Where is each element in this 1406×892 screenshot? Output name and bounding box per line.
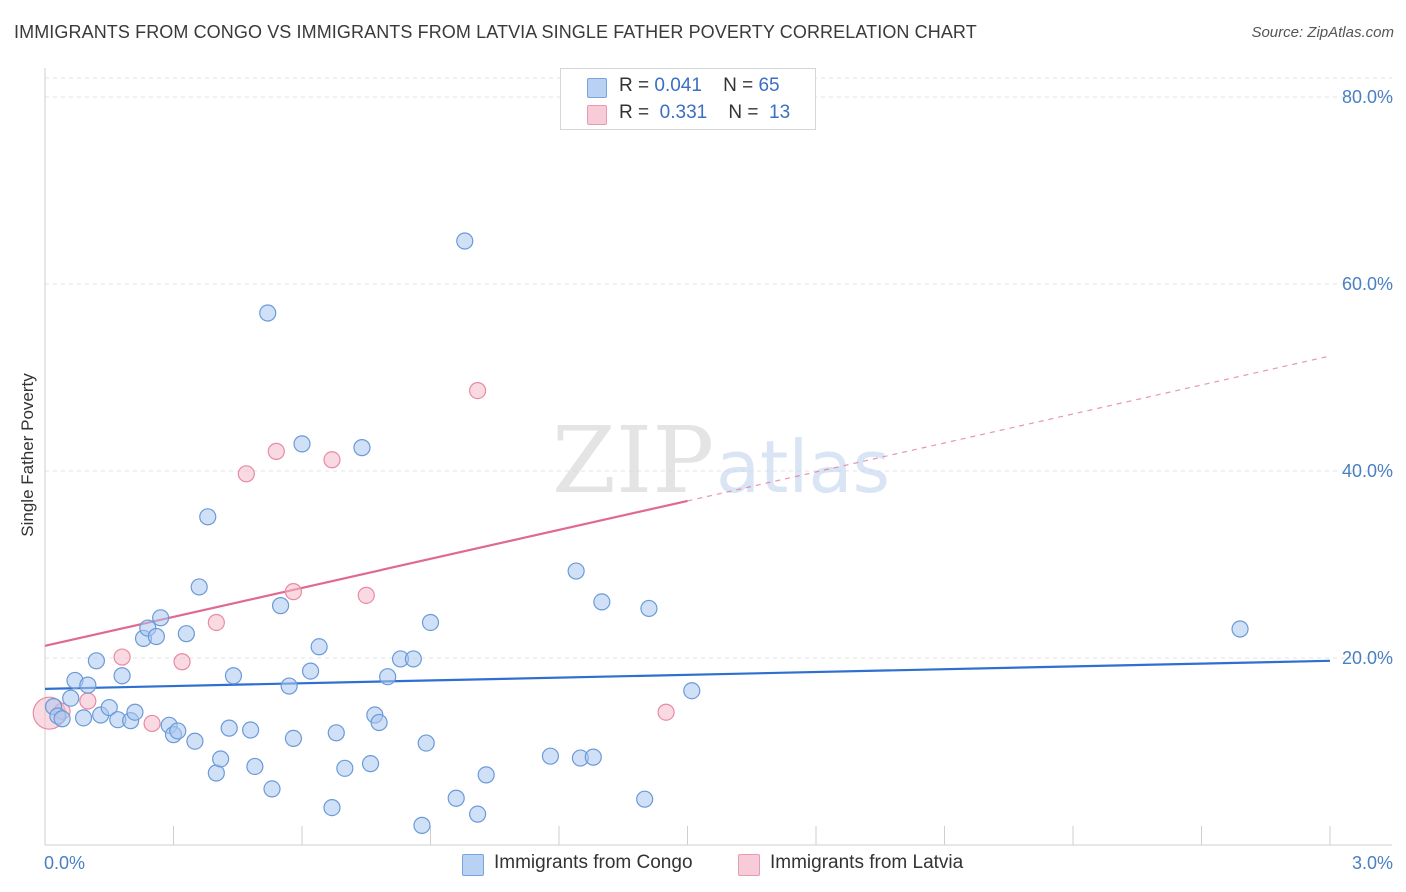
latvia-legend-label: Immigrants from Latvia — [770, 852, 964, 873]
latvia-point-12 — [469, 381, 487, 400]
congo-point-2 — [53, 710, 71, 728]
congo-point-41 — [336, 759, 354, 777]
watermark-atlas: atlas — [716, 425, 890, 509]
congo-swatch — [587, 78, 607, 98]
congo-point-33 — [271, 597, 290, 615]
congo-point-26 — [212, 750, 230, 768]
latvia-point-6 — [207, 613, 225, 632]
latvia-point-7 — [237, 465, 255, 483]
watermark-zip: ZIP — [552, 407, 714, 514]
congo-point-62 — [640, 599, 658, 618]
latvia-point-2 — [79, 692, 97, 710]
chart-title: IMMIGRANTS FROM CONGO VS IMMIGRANTS FROM… — [14, 22, 977, 42]
bottom-legend-congo: Immigrants from Congo — [462, 852, 722, 878]
congo-point-22 — [186, 732, 204, 750]
congo-point-23 — [190, 578, 208, 596]
congo-point-51 — [421, 613, 440, 632]
y-tick-label-1: 40.0% — [1342, 461, 1393, 481]
congo-point-53 — [456, 232, 474, 250]
congo-point-52 — [447, 789, 465, 807]
legend-r-value: 0.331 — [659, 102, 708, 123]
congo-point-50 — [417, 734, 435, 752]
congo-point-32 — [263, 780, 281, 798]
congo-point-34 — [280, 677, 298, 695]
congo-point-54 — [469, 805, 487, 823]
bottom-legend-latvia: Immigrants from Latvia — [738, 852, 998, 878]
data-points — [32, 232, 1249, 834]
congo-point-49 — [413, 816, 431, 834]
congo-point-5 — [74, 709, 93, 727]
legend-n-value: 65 — [758, 75, 780, 96]
latvia-point-5 — [173, 653, 191, 671]
congo-point-57 — [567, 562, 585, 580]
congo-point-3 — [62, 689, 80, 707]
congo-point-40 — [327, 724, 345, 742]
congo-point-59 — [584, 748, 602, 766]
congo-point-6 — [79, 676, 97, 694]
latvia-point-9 — [284, 583, 303, 601]
watermark: ZIP atlas — [552, 407, 890, 514]
congo-point-48 — [404, 650, 422, 668]
congo-point-27 — [220, 719, 238, 737]
x-tick-labels: 0.0% 3.0% — [44, 853, 1393, 873]
congo-point-29 — [242, 721, 260, 739]
congo-point-45 — [370, 713, 388, 732]
congo-point-60 — [593, 593, 611, 611]
y-axis-label: Single Father Poverty — [18, 373, 37, 537]
congo-point-24 — [199, 508, 217, 526]
latvia-point-10 — [323, 451, 341, 469]
congo-point-36 — [293, 435, 311, 453]
congo-point-13 — [126, 703, 144, 721]
legend-r-value: 0.041 — [654, 75, 702, 96]
congo-point-37 — [301, 662, 320, 680]
congo-point-38 — [310, 638, 328, 656]
legend-r-label: R = — [619, 102, 650, 123]
legend-n-value: 13 — [769, 102, 791, 123]
latvia-legend-swatch — [738, 854, 760, 876]
congo-point-20 — [169, 722, 187, 740]
y-tick-label-0: 20.0% — [1342, 648, 1393, 668]
congo-point-35 — [284, 729, 303, 748]
congo-point-9 — [100, 698, 118, 717]
congo-point-7 — [87, 652, 106, 670]
latvia-point-3 — [113, 648, 131, 666]
congo-point-31 — [259, 304, 277, 322]
congo-point-46 — [379, 668, 397, 686]
congo-point-42 — [353, 439, 371, 457]
congo-point-63 — [683, 682, 701, 700]
congo-legend-label: Immigrants from Congo — [494, 852, 693, 873]
congo-point-30 — [246, 757, 264, 776]
latvia-swatch — [587, 105, 607, 125]
congo-point-64 — [1231, 620, 1249, 638]
congo-point-55 — [477, 766, 495, 784]
legend-r-label: R = — [619, 75, 650, 96]
grid-lines — [45, 77, 1392, 659]
congo-point-43 — [361, 755, 380, 773]
congo-point-56 — [541, 747, 560, 765]
congo-point-28 — [224, 667, 243, 685]
congo-point-61 — [636, 790, 654, 808]
latvia-point-8 — [267, 442, 285, 460]
latvia-point-11 — [357, 586, 375, 604]
congo-point-39 — [323, 798, 341, 817]
congo-legend-swatch — [462, 854, 484, 876]
x-tick-label-1: 3.0% — [1352, 853, 1393, 873]
congo-point-17 — [152, 609, 170, 627]
congo-point-21 — [177, 625, 195, 643]
latvia-point-4 — [143, 714, 161, 733]
legend-n-label: N = — [723, 75, 754, 96]
correlation-legend: R = 0.041 N = 65 R = 0.331 N = 13 — [560, 68, 816, 130]
y-tick-labels: 20.0% 40.0% 60.0% 80.0% — [1342, 87, 1393, 668]
trend-lines — [44, 355, 1331, 690]
congo-point-16 — [147, 627, 165, 646]
congo-point-11 — [113, 667, 131, 685]
congo-trend-line — [44, 659, 1331, 690]
latvia-point-13 — [657, 703, 675, 721]
source-label: Source: ZipAtlas.com — [1251, 24, 1394, 41]
legend-n-label: N = — [728, 102, 759, 123]
y-tick-label-2: 60.0% — [1342, 274, 1393, 294]
x-tick-label-0: 0.0% — [44, 853, 85, 873]
y-tick-label-3: 80.0% — [1342, 87, 1393, 107]
